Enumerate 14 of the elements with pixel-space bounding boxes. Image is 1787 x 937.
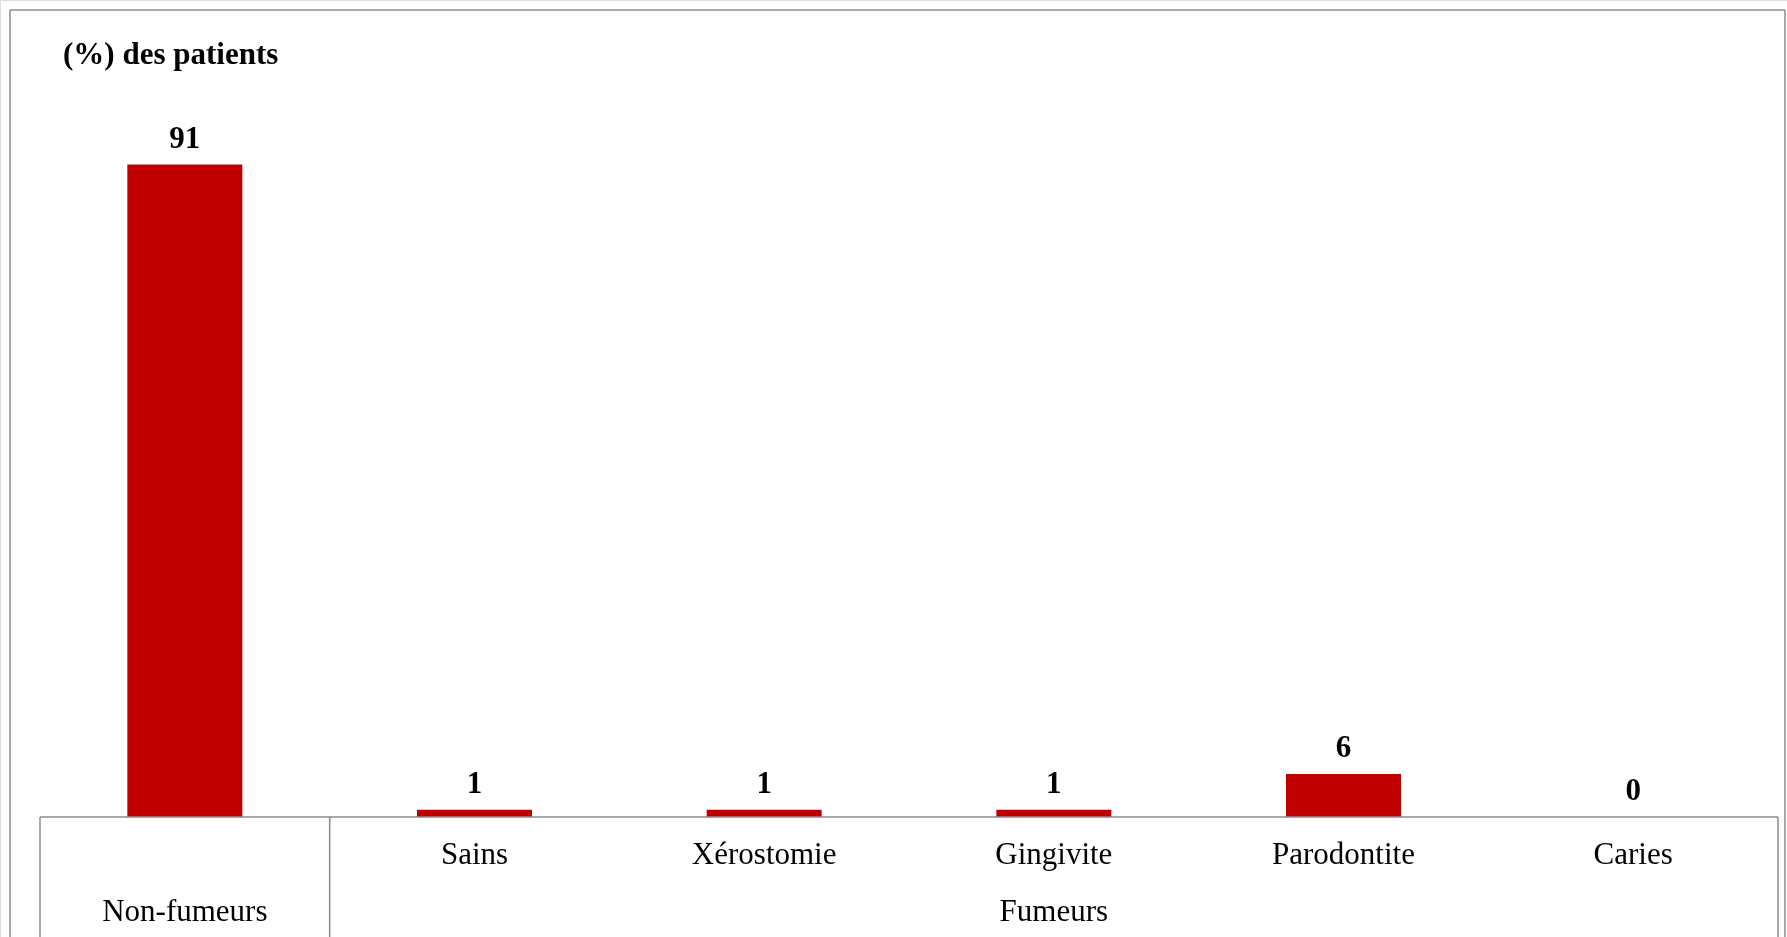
data-label: 91	[169, 119, 201, 155]
text: Non-fumeurs	[102, 893, 268, 928]
x-tick-label: Caries	[1593, 836, 1673, 871]
y-axis-title: (%) des patients	[63, 36, 279, 71]
x-tick-label: Parodontite	[1272, 836, 1415, 871]
x-tick-label: Gingivite	[995, 836, 1113, 871]
data-label: 0	[1625, 772, 1641, 807]
x-tick-label: Xérostomie	[691, 836, 837, 871]
data-label: 1	[466, 764, 483, 800]
data-label: 1	[1046, 764, 1062, 800]
x-tick-label: Sains	[440, 836, 509, 871]
data-label: 1	[756, 764, 772, 800]
text: Fumeurs	[999, 893, 1109, 928]
data-label: 6	[1335, 728, 1352, 764]
